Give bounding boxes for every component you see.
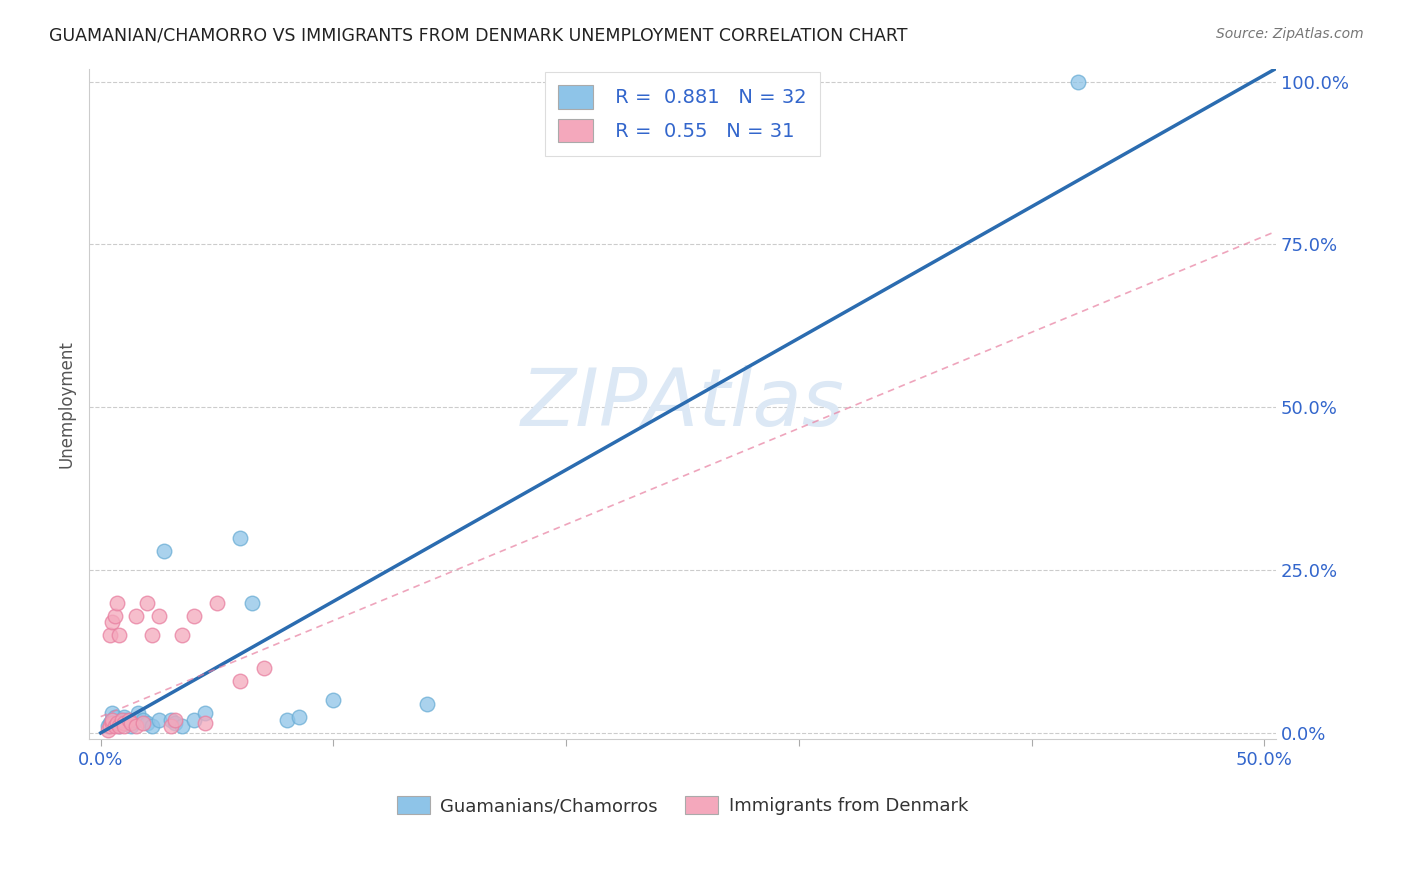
Point — [105, 596, 128, 610]
Point — [194, 716, 217, 731]
Y-axis label: Unemployment: Unemployment — [58, 340, 75, 468]
Point — [159, 713, 181, 727]
Point — [127, 706, 149, 721]
Point — [415, 697, 437, 711]
Point — [131, 713, 153, 727]
Point — [101, 716, 124, 731]
Point — [148, 713, 170, 727]
Point — [136, 596, 159, 610]
Point — [141, 628, 163, 642]
Point — [112, 716, 135, 731]
Point — [229, 531, 252, 545]
Point — [105, 716, 128, 731]
Point — [124, 719, 146, 733]
Point — [159, 719, 181, 733]
Point — [105, 716, 128, 731]
Point — [97, 719, 120, 733]
Point — [136, 716, 159, 731]
Point — [165, 716, 187, 731]
Point — [322, 693, 344, 707]
Point — [124, 713, 146, 727]
Point — [98, 719, 121, 733]
Point — [104, 709, 127, 723]
Point — [97, 723, 120, 737]
Point — [141, 719, 163, 733]
Point — [104, 608, 127, 623]
Point — [148, 608, 170, 623]
Legend: Guamanians/Chamorros, Immigrants from Denmark: Guamanians/Chamorros, Immigrants from De… — [389, 789, 976, 822]
Point — [165, 713, 187, 727]
Point — [108, 628, 131, 642]
Point — [112, 716, 135, 731]
Point — [229, 673, 252, 688]
Point — [287, 709, 309, 723]
Point — [115, 713, 138, 727]
Point — [205, 596, 228, 610]
Point — [124, 608, 146, 623]
Point — [108, 719, 131, 733]
Point — [104, 719, 127, 733]
Point — [112, 709, 135, 723]
Text: GUAMANIAN/CHAMORRO VS IMMIGRANTS FROM DENMARK UNEMPLOYMENT CORRELATION CHART: GUAMANIAN/CHAMORRO VS IMMIGRANTS FROM DE… — [49, 27, 908, 45]
Point — [183, 608, 205, 623]
Text: ZIPAtlas: ZIPAtlas — [520, 365, 845, 443]
Point — [194, 706, 217, 721]
Point — [117, 713, 139, 727]
Point — [1067, 74, 1090, 88]
Point — [98, 628, 121, 642]
Point — [252, 661, 274, 675]
Point — [120, 719, 142, 733]
Point — [152, 543, 174, 558]
Point — [101, 713, 124, 727]
Point — [117, 716, 139, 731]
Point — [108, 719, 131, 733]
Point — [172, 628, 194, 642]
Point — [98, 716, 121, 731]
Point — [276, 713, 298, 727]
Point — [120, 716, 142, 731]
Point — [101, 713, 124, 727]
Point — [101, 615, 124, 630]
Text: Source: ZipAtlas.com: Source: ZipAtlas.com — [1216, 27, 1364, 41]
Point — [183, 713, 205, 727]
Point — [101, 706, 124, 721]
Point — [172, 719, 194, 733]
Point — [240, 596, 263, 610]
Point — [111, 713, 134, 727]
Point — [112, 719, 135, 733]
Point — [111, 713, 134, 727]
Point — [131, 716, 153, 731]
